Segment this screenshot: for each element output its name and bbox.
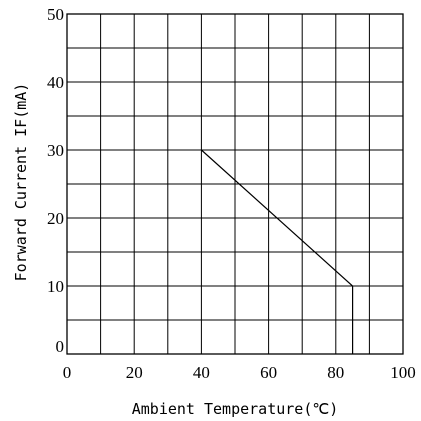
- y-tick-label: 50: [47, 5, 64, 24]
- x-axis-title: Ambient Temperature(℃): [132, 400, 339, 418]
- x-tick-labels: 0 20 40 60 80 100: [63, 363, 416, 382]
- y-tick-label: 40: [47, 73, 64, 92]
- y-tick-label: 20: [47, 209, 64, 228]
- x-tick-label: 20: [126, 363, 143, 382]
- series-group: [200, 149, 354, 354]
- y-axis-title: Forward Current IF(mA): [12, 83, 30, 282]
- y-tick-label: 10: [47, 277, 64, 296]
- y-tick-label: 30: [47, 141, 64, 160]
- x-tick-label: 0: [63, 363, 72, 382]
- x-tick-label: 80: [327, 363, 344, 382]
- y-tick-labels: 0 10 20 30 40 50: [47, 5, 64, 356]
- derating-curve: [200, 149, 354, 354]
- plot-frame: [66, 13, 404, 355]
- x-tick-label: 40: [193, 363, 210, 382]
- y-tick-label: 0: [56, 337, 65, 356]
- x-tick-label: 100: [390, 363, 416, 382]
- x-tick-label: 60: [260, 363, 277, 382]
